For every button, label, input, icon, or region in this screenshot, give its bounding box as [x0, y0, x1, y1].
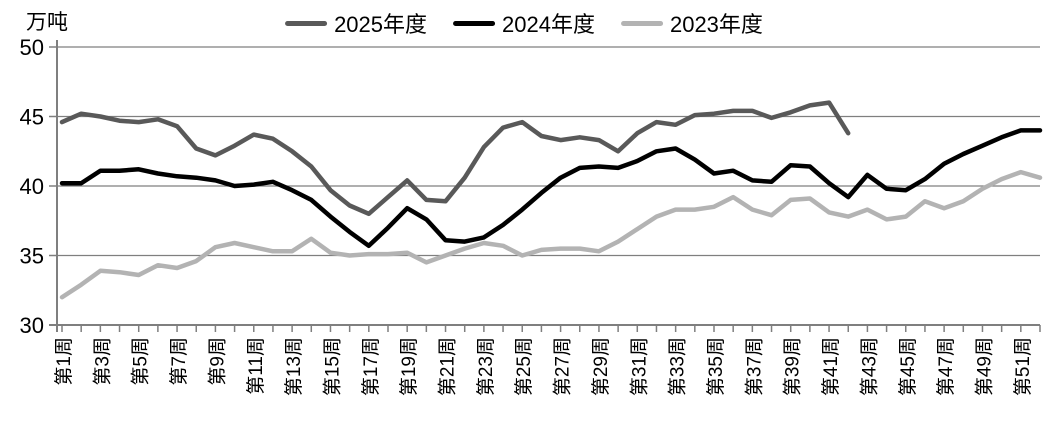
x-tick-label: 第51周 [1012, 337, 1034, 396]
y-tick-labels: 30 35 40 45 50 [20, 35, 44, 338]
legend-item-2023: 2023年度 [620, 7, 763, 39]
x-tick-label: 第7周 [168, 337, 190, 386]
x-tick-label: 第43周 [858, 337, 880, 396]
x-tick-label: 第11周 [245, 337, 267, 395]
y-tick-label-35: 35 [20, 244, 44, 269]
x-tick-label: 第33周 [667, 337, 689, 396]
gridlines [57, 46, 1040, 257]
x-tick-label: 第41周 [820, 337, 842, 396]
series-line-2024年度 [59, 128, 1043, 249]
x-tick-label: 第15周 [321, 337, 343, 396]
series-line-2023年度 [59, 169, 1043, 300]
x-tick-label: 第21周 [437, 337, 459, 396]
y-tick-label-30: 30 [20, 313, 44, 338]
series-line-2025年度 [59, 100, 851, 217]
x-tick-label: 第31周 [628, 337, 650, 396]
legend-dash-2023-icon [620, 20, 663, 26]
y-tick-label-45: 45 [20, 105, 44, 130]
x-tick-label: 第39周 [782, 337, 804, 396]
x-tick-label: 第23周 [475, 337, 497, 396]
x-tick-labels: 第1周 第3周 第5周 第7周 第9周 第11周 第13周 第15周 第17周 第19周 第21周第… [53, 337, 1034, 396]
y-tick-label-40: 40 [20, 174, 44, 199]
y-axis-unit-label: 万吨 [26, 11, 68, 34]
x-tick-label: 第47周 [935, 337, 957, 396]
x-ticks [61, 325, 1041, 332]
y-tick-label-50: 50 [20, 35, 44, 60]
x-tick-label: 第27周 [552, 337, 574, 396]
legend-label-2023: 2023年度 [669, 12, 763, 37]
legend-label-2024: 2024年度 [502, 12, 595, 37]
x-tick-label: 第45周 [897, 337, 919, 396]
x-tick-label: 第5周 [130, 337, 152, 386]
legend-item-2024: 2024年度 [453, 7, 595, 39]
chart-legend: 2025年度 2024年度 2023年度 [285, 7, 763, 39]
x-tick-label: 第13周 [283, 337, 305, 396]
x-tick-label: 第37周 [743, 337, 765, 396]
x-tick-label: 第35周 [705, 337, 727, 396]
legend-item-2025: 2025年度 [285, 7, 427, 39]
x-tick-label: 第9周 [206, 337, 228, 386]
x-tick-label: 第1周 [53, 337, 75, 386]
x-tick-label: 第17周 [360, 337, 382, 396]
legend-label-2025: 2025年度 [334, 12, 428, 37]
legend-dash-2024-icon [453, 20, 496, 26]
x-tick-label: 第29周 [590, 337, 612, 396]
axis-ticks [49, 46, 57, 326]
legend-dash-2025-icon [285, 20, 328, 26]
x-tick-label: 第49周 [973, 337, 995, 396]
x-tick-label: 第3周 [91, 337, 113, 386]
x-tick-label: 第19周 [398, 337, 420, 396]
x-tick-label: 第25周 [513, 337, 535, 396]
